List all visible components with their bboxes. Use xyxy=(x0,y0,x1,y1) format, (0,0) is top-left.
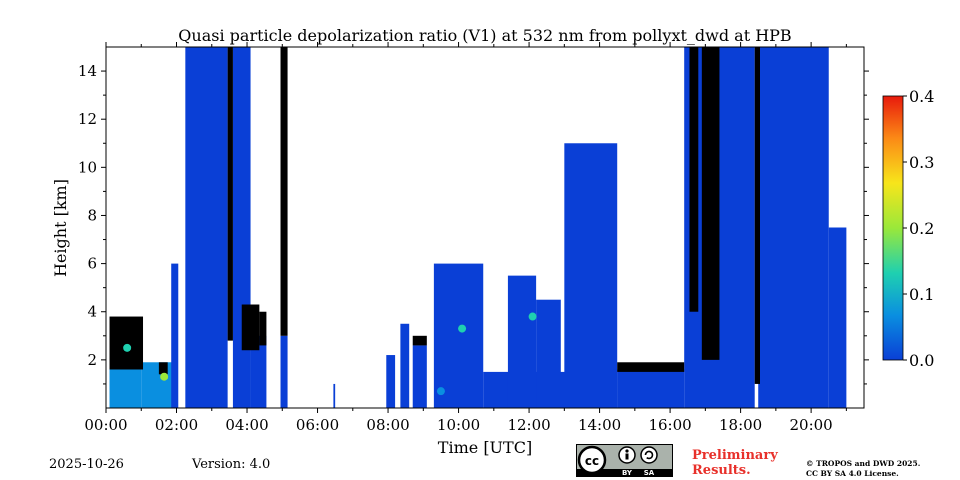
plot-area xyxy=(109,47,847,408)
footer-date: 2025-10-26 xyxy=(49,457,124,472)
y-tick-label-3: 8 xyxy=(87,206,97,224)
x-tick-label-8: 16:00 xyxy=(648,416,691,434)
cloud-region-9 xyxy=(754,47,760,384)
cloud-region-3 xyxy=(241,304,260,351)
aerosol-spot-0 xyxy=(123,343,132,352)
depol-region-10 xyxy=(412,345,427,408)
x-axis-label: Time [UTC] xyxy=(438,438,532,457)
cloud-region-10 xyxy=(412,335,427,346)
depol-region-4 xyxy=(232,47,251,408)
cloud-region-7 xyxy=(689,47,699,312)
x-axis: 00:00 02:00 04:00 06:00 08:00 10:00 12:00 14:00… xyxy=(84,42,847,434)
depol-region-5 xyxy=(250,335,267,408)
cc-badge-by: BY xyxy=(622,469,633,477)
aerosol-spot-2 xyxy=(458,324,467,333)
depol-region-9 xyxy=(400,323,410,408)
x-tick-label-9: 18:00 xyxy=(719,416,762,434)
colorbar-tick-label-2: 0.2 xyxy=(909,219,934,238)
y-tick-label-0: 2 xyxy=(87,351,97,369)
x-tick-label-10: 20:00 xyxy=(789,416,832,434)
cloud-region-4 xyxy=(259,311,267,346)
y-tick-label-1: 4 xyxy=(87,303,97,321)
preliminary-line-2: Results. xyxy=(692,463,751,478)
chart-title: Quasi particle depolarization ratio (V1)… xyxy=(178,26,791,45)
colorbar xyxy=(882,95,904,361)
x-tick-label-4: 08:00 xyxy=(366,416,409,434)
depol-region-16 xyxy=(617,369,685,408)
y-tick-label-4: 10 xyxy=(78,158,97,176)
cloud-region-0 xyxy=(109,316,144,370)
x-tick-label-5: 10:00 xyxy=(437,416,480,434)
y-tick-label-5: 12 xyxy=(78,110,97,128)
cloud-region-5 xyxy=(280,47,288,336)
depol-region-15 xyxy=(564,143,618,408)
cc-by-sa-icon: cc BY SA xyxy=(576,444,673,477)
cc-badge-sa: SA xyxy=(644,469,655,477)
colorbar-ticks: 0.0 0.1 0.2 0.3 0.4 xyxy=(903,87,934,370)
depol-region-14 xyxy=(536,299,561,408)
x-tick-label-2: 04:00 xyxy=(225,416,268,434)
plot-frame xyxy=(105,46,865,409)
depol-region-7 xyxy=(333,383,336,408)
depol-region-13 xyxy=(507,275,537,408)
depol-region-0 xyxy=(109,369,142,408)
cloud-region-6 xyxy=(617,362,685,372)
aerosol-spot-3 xyxy=(528,312,537,321)
colorbar-tick-label-4: 0.4 xyxy=(909,87,934,106)
x-tick-label-3: 06:00 xyxy=(296,416,339,434)
depol-region-3 xyxy=(185,47,228,408)
y-axis-label: Height [km] xyxy=(51,179,70,277)
cc-badge-cc: cc xyxy=(585,454,599,468)
cloud-region-1 xyxy=(158,362,168,375)
copyright-line-1: © TROPOS and DWD 2025. xyxy=(806,459,921,468)
colorbar-tick-label-1: 0.1 xyxy=(909,285,934,304)
depol-region-18 xyxy=(758,47,829,408)
preliminary-results-label: Preliminary Results. xyxy=(692,448,778,478)
copyright-line-2: CC BY SA 4.0 License. xyxy=(806,469,899,478)
colorbar-tick-label-0: 0.0 xyxy=(909,351,934,370)
footer-version: Version: 4.0 xyxy=(192,457,271,472)
depol-region-19 xyxy=(828,227,847,408)
depol-region-8 xyxy=(386,355,396,408)
aerosol-spot-4 xyxy=(436,387,445,396)
preliminary-line-1: Preliminary xyxy=(692,448,778,463)
y-tick-label-2: 6 xyxy=(87,255,97,273)
colorbar-tick-label-3: 0.3 xyxy=(909,153,934,172)
aerosol-spot-1 xyxy=(160,372,169,381)
depol-region-11 xyxy=(433,263,484,408)
x-tick-label-7: 14:00 xyxy=(578,416,621,434)
x-tick-label-0: 00:00 xyxy=(84,416,127,434)
copyright-notice: © TROPOS and DWD 2025. CC BY SA 4.0 Lice… xyxy=(806,459,920,479)
cloud-region-2 xyxy=(227,47,233,341)
y-tick-label-6: 14 xyxy=(78,62,97,80)
depol-region-6 xyxy=(280,335,288,408)
depol-region-2 xyxy=(171,263,179,408)
y-axis: 2 4 6 8 10 12 14 xyxy=(78,62,869,385)
x-tick-label-6: 12:00 xyxy=(507,416,550,434)
x-tick-label-1: 02:00 xyxy=(155,416,198,434)
cloud-region-8 xyxy=(701,47,720,360)
